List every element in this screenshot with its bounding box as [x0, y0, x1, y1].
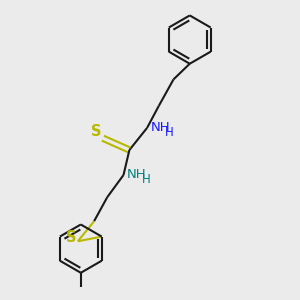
Text: H: H: [142, 172, 151, 186]
Text: NH: NH: [127, 168, 147, 181]
Text: H: H: [165, 125, 174, 139]
Text: NH: NH: [151, 121, 170, 134]
Text: S: S: [91, 124, 102, 139]
Text: S: S: [66, 230, 76, 245]
